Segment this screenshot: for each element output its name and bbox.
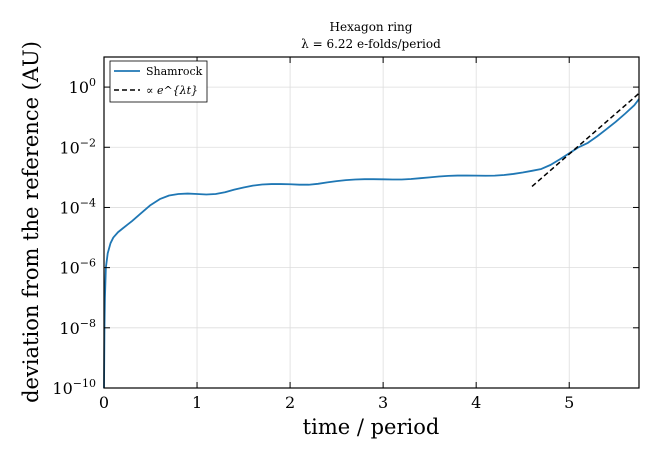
legend-label-exponential: ∝ e^{λt}	[146, 84, 198, 97]
series-line-exponential-fit	[531, 92, 640, 187]
x-axis-label: time / period	[303, 415, 440, 439]
x-tick-label: 5	[564, 393, 574, 412]
legend-label-shamrock: Shamrock	[146, 65, 203, 78]
grid	[103, 57, 639, 389]
chart-subtitle: λ = 6.22 e-folds/period	[301, 37, 441, 51]
chart-title: Hexagon ring	[330, 20, 413, 34]
x-tick-label: 3	[378, 393, 388, 412]
y-tick-label: 10−8	[59, 317, 96, 338]
x-tick-label: 1	[192, 393, 202, 412]
x-tick-label: 2	[285, 393, 295, 412]
ticks: 0 1 2 3 4 5 10−10 10−8 10−6 10−4 10−2 100	[52, 57, 639, 412]
y-tick-label: 10−4	[59, 196, 96, 217]
plot-frame	[103, 56, 640, 389]
y-tick-label: 100	[69, 76, 96, 97]
x-tick-label: 4	[471, 393, 481, 412]
y-tick-label: 10−10	[52, 377, 96, 398]
series-layer	[103, 92, 640, 389]
series-line-shamrock	[103, 98, 640, 389]
y-axis-label: deviation from the reference (AU)	[19, 41, 43, 403]
legend-box	[109, 60, 208, 103]
y-tick-label: 10−2	[59, 136, 96, 157]
y-tick-label: 10−6	[59, 257, 96, 278]
x-tick-label: 0	[99, 393, 109, 412]
legend: Shamrock ∝ e^{λt}	[109, 60, 208, 103]
